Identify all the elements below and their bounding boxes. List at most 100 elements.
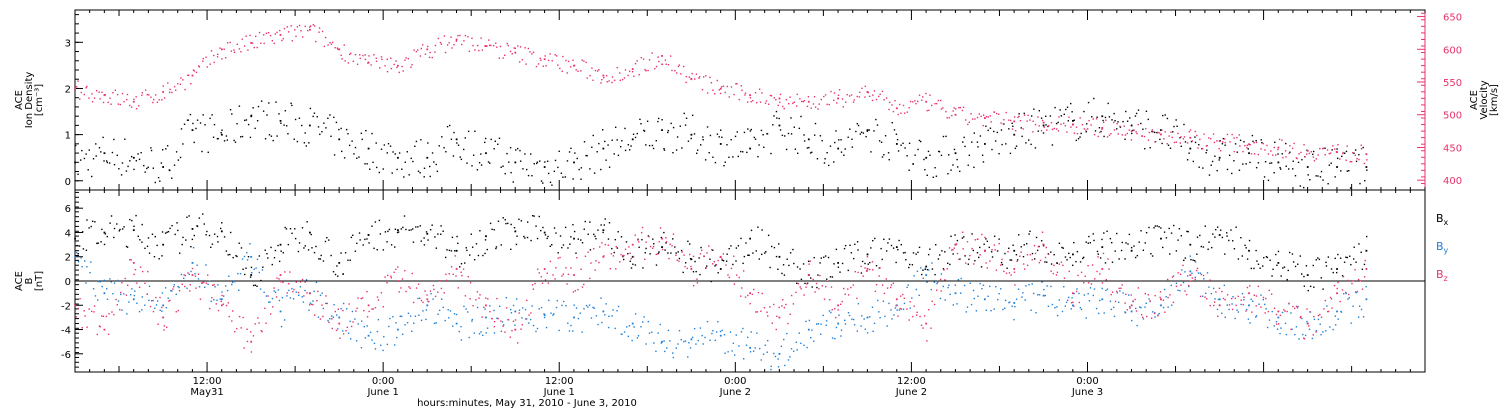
data-dot xyxy=(205,282,208,284)
data-dot xyxy=(1343,152,1346,154)
data-dot xyxy=(1216,308,1219,311)
data-dot xyxy=(1121,284,1123,286)
data-dot xyxy=(133,98,135,100)
data-dot xyxy=(1257,263,1260,265)
data-dot xyxy=(93,305,96,307)
data-dot xyxy=(1096,116,1098,118)
data-point xyxy=(191,74,194,77)
data-dot xyxy=(86,326,88,328)
data-dot xyxy=(476,306,479,309)
data-dot xyxy=(912,315,914,318)
data-dot xyxy=(1255,295,1258,297)
data-dot xyxy=(283,27,286,30)
data-dot xyxy=(216,299,218,302)
data-dot xyxy=(186,216,188,218)
data-dot xyxy=(790,117,792,119)
data-point xyxy=(132,298,135,301)
data-dot xyxy=(536,237,539,240)
data-dot xyxy=(1308,328,1311,331)
data-point xyxy=(367,304,370,307)
data-dot xyxy=(721,258,723,260)
data-dot xyxy=(1198,166,1200,168)
data-point xyxy=(1365,166,1368,168)
data-dot xyxy=(719,92,722,95)
data-dot xyxy=(1052,272,1055,275)
data-dot xyxy=(250,351,253,353)
data-dot xyxy=(835,130,837,132)
data-dot xyxy=(720,86,723,88)
data-dot xyxy=(1006,267,1008,269)
data-dot xyxy=(1221,312,1223,315)
data-dot xyxy=(634,136,637,139)
data-dot xyxy=(647,235,650,237)
data-point xyxy=(661,340,663,343)
data-dot xyxy=(612,255,615,257)
data-dot xyxy=(1119,125,1121,128)
data-dot xyxy=(92,288,95,290)
data-dot xyxy=(1284,150,1287,152)
data-dot xyxy=(222,303,225,305)
data-dot xyxy=(146,245,149,248)
data-dot xyxy=(419,55,422,57)
data-dot xyxy=(847,294,850,296)
data-dot xyxy=(749,351,752,353)
data-dot xyxy=(773,97,775,99)
data-point xyxy=(1218,140,1221,142)
data-dot xyxy=(862,275,864,277)
data-dot xyxy=(532,324,535,327)
data-dot xyxy=(958,258,961,260)
data-dot xyxy=(1350,263,1352,266)
data-dot xyxy=(982,114,985,116)
data-dot xyxy=(1222,137,1225,140)
data-dot xyxy=(684,124,687,126)
data-dot xyxy=(227,254,229,256)
data-dot xyxy=(273,290,275,292)
data-dot xyxy=(728,247,730,250)
data-dot xyxy=(1000,261,1003,264)
data-dot xyxy=(829,276,832,278)
data-dot xyxy=(1180,235,1183,237)
data-dot xyxy=(1341,155,1343,158)
data-dot xyxy=(1042,132,1045,134)
data-dot xyxy=(507,44,509,47)
data-dot xyxy=(179,83,182,86)
data-dot xyxy=(1097,135,1099,138)
data-dot xyxy=(158,99,160,101)
data-point xyxy=(1306,166,1309,168)
data-point xyxy=(1336,166,1338,168)
data-dot xyxy=(265,322,267,324)
data-dot xyxy=(467,36,469,38)
data-point xyxy=(690,77,693,80)
data-dot xyxy=(645,69,647,72)
data-dot xyxy=(981,154,984,156)
data-dot xyxy=(1129,117,1131,119)
data-dot xyxy=(1213,141,1216,144)
data-dot xyxy=(1327,183,1329,185)
data-dot xyxy=(834,141,836,144)
data-dot xyxy=(511,53,513,55)
data-dot xyxy=(273,257,276,259)
data-dot xyxy=(1013,318,1015,321)
data-dot xyxy=(137,235,139,237)
data-dot xyxy=(598,69,600,71)
data-dot xyxy=(138,105,140,107)
data-dot xyxy=(91,93,93,95)
data-dot xyxy=(614,327,616,330)
data-dot xyxy=(469,282,472,284)
data-dot xyxy=(240,136,242,138)
data-dot xyxy=(1075,126,1078,128)
data-dot xyxy=(1188,284,1190,287)
data-dot xyxy=(1224,298,1226,301)
data-dot xyxy=(458,330,460,333)
data-dot xyxy=(344,60,346,62)
data-dot xyxy=(660,342,663,344)
data-dot xyxy=(978,113,980,115)
data-dot xyxy=(554,159,557,162)
data-dot xyxy=(770,152,772,155)
data-dot xyxy=(464,295,467,297)
data-dot xyxy=(732,342,735,344)
data-dot xyxy=(677,65,680,68)
data-dot xyxy=(1353,152,1355,154)
data-dot xyxy=(929,248,931,250)
data-dot xyxy=(1060,123,1062,125)
